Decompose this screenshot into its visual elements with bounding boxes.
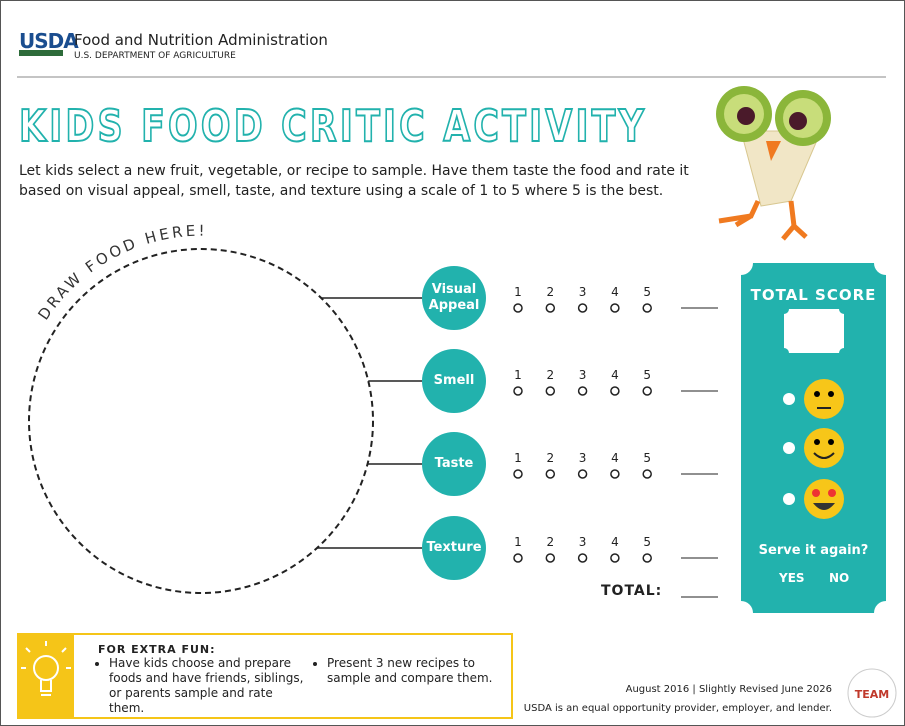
owl-image bbox=[716, 86, 831, 241]
rating-option[interactable] bbox=[545, 553, 556, 563]
footer-date: August 2016 | Slightly Revised June 2026 bbox=[625, 684, 832, 695]
rating-number: 5 bbox=[643, 285, 651, 299]
intro: Let kids select a new fruit, vegetable, … bbox=[19, 163, 689, 199]
criterion-label: Visual Appeal bbox=[428, 282, 480, 313]
team-badge bbox=[847, 668, 897, 718]
badge-text: TEAM bbox=[855, 688, 889, 701]
rating-option[interactable] bbox=[642, 469, 652, 479]
rating-option[interactable] bbox=[610, 553, 620, 563]
rating-option[interactable] bbox=[610, 469, 620, 479]
rating-number: 1 bbox=[514, 368, 522, 382]
no-option[interactable]: NO bbox=[829, 571, 850, 585]
footer-statement: USDA is an equal opportunity provider, e… bbox=[523, 703, 832, 714]
criterion-label: Smell bbox=[433, 373, 475, 388]
rating-number: 3 bbox=[578, 451, 587, 465]
yes-option[interactable]: YES bbox=[779, 571, 805, 585]
criterion-circle bbox=[422, 266, 486, 330]
rating-number: 5 bbox=[643, 451, 651, 465]
logo-bar bbox=[19, 50, 63, 56]
rating-number: 2 bbox=[546, 285, 555, 299]
score-title: TOTAL SCORE bbox=[750, 286, 877, 304]
agency: Food and Nutrition Administration bbox=[74, 31, 328, 49]
rating-number: 2 bbox=[546, 368, 555, 382]
draw-label: DRAW FOOD HERE! bbox=[34, 222, 207, 324]
bulb-panel bbox=[18, 634, 74, 718]
criterion-circle bbox=[422, 432, 486, 496]
rating-option[interactable] bbox=[577, 469, 588, 479]
rating-number: 2 bbox=[546, 535, 555, 549]
rating-option[interactable] bbox=[610, 386, 620, 396]
rating-number: 5 bbox=[643, 368, 651, 382]
rating-option[interactable] bbox=[577, 303, 588, 313]
criterion-label: Texture bbox=[426, 540, 482, 555]
rating-option[interactable] bbox=[642, 553, 652, 563]
rating-number: 1 bbox=[514, 535, 522, 549]
rating-number: 3 bbox=[578, 368, 587, 382]
rating-number: 4 bbox=[611, 535, 619, 549]
rating-number: 2 bbox=[546, 451, 555, 465]
rating-option[interactable] bbox=[610, 303, 620, 313]
extra-list-2: Present 3 new recipes to sample and comp… bbox=[309, 656, 512, 686]
criterion-circle bbox=[422, 516, 486, 580]
criterion-label: Taste bbox=[434, 456, 474, 471]
rating-option[interactable] bbox=[577, 386, 588, 396]
rating-option[interactable] bbox=[577, 553, 588, 563]
rating-option[interactable] bbox=[545, 303, 556, 313]
title: KIDS FOOD CRITIC ACTIVITY bbox=[19, 101, 647, 152]
department: U.S. DEPARTMENT OF AGRICULTURE bbox=[74, 51, 236, 61]
criterion-circle bbox=[422, 349, 486, 413]
rating-number: 1 bbox=[514, 285, 522, 299]
rating-number: 3 bbox=[578, 535, 587, 549]
extra-heading: FOR EXTRA FUN: bbox=[98, 643, 216, 656]
draw-circle bbox=[28, 248, 374, 594]
rating-number: 4 bbox=[611, 368, 619, 382]
rating-option[interactable] bbox=[513, 469, 523, 479]
rating-number: 4 bbox=[611, 451, 619, 465]
rating-option[interactable] bbox=[642, 303, 652, 313]
logo: USDA bbox=[19, 29, 79, 53]
score-card bbox=[729, 251, 898, 625]
bulb-icon bbox=[21, 641, 71, 696]
rating-number: 1 bbox=[514, 451, 522, 465]
extra-list-1: Have kids choose and prepare foods and h… bbox=[91, 656, 309, 716]
rating-option[interactable] bbox=[513, 303, 523, 313]
rating-number: 4 bbox=[611, 285, 619, 299]
rating-option[interactable] bbox=[545, 386, 556, 396]
extra-item: Present 3 new recipes to sample and comp… bbox=[327, 656, 512, 686]
rating-number: 5 bbox=[643, 535, 651, 549]
rating-option[interactable] bbox=[545, 469, 556, 479]
rating-option[interactable] bbox=[513, 553, 523, 563]
serve-question: Serve it again? bbox=[758, 543, 869, 558]
rating-option[interactable] bbox=[513, 386, 523, 396]
rating-option[interactable] bbox=[642, 386, 652, 396]
rating-number: 3 bbox=[578, 285, 587, 299]
extra-item: Have kids choose and prepare foods and h… bbox=[109, 656, 309, 716]
total-label: TOTAL: bbox=[601, 583, 663, 599]
